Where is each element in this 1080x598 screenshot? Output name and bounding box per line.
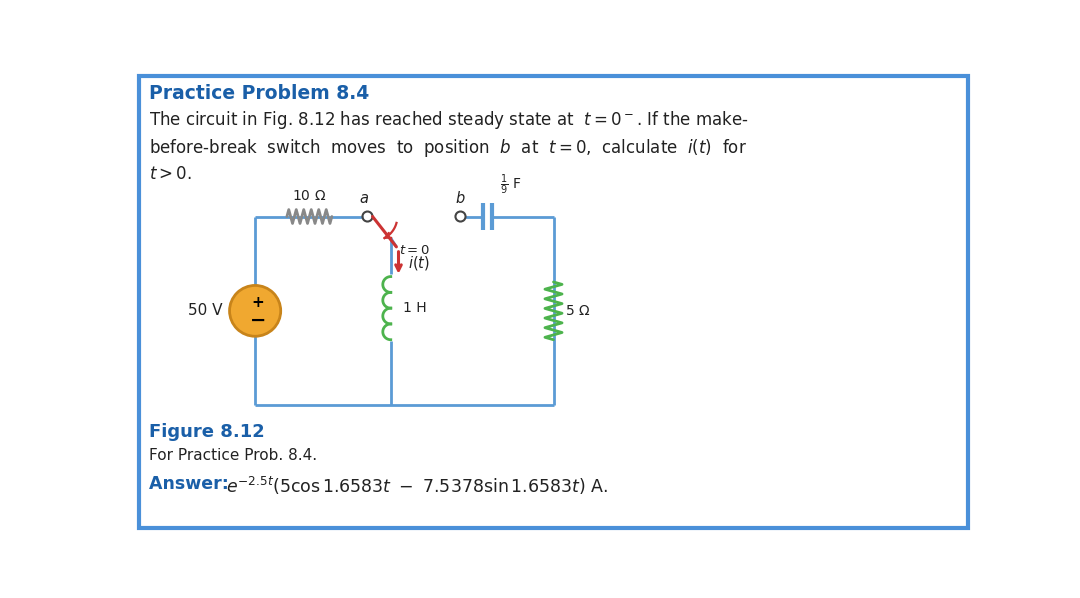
- Text: $e^{-2.5t}(5\cos 1.6583t\ -\ 7.5378\sin 1.6583t)$ A.: $e^{-2.5t}(5\cos 1.6583t\ -\ 7.5378\sin …: [227, 475, 609, 498]
- Text: +: +: [252, 295, 265, 310]
- Text: −: −: [251, 312, 267, 330]
- Text: b: b: [456, 191, 465, 206]
- Text: 1 H: 1 H: [403, 301, 427, 315]
- Text: a: a: [360, 191, 369, 206]
- Text: 10 $\Omega$: 10 $\Omega$: [293, 190, 326, 203]
- FancyBboxPatch shape: [139, 75, 968, 529]
- Text: $t=0$: $t=0$: [400, 244, 431, 257]
- Text: Answer:: Answer:: [149, 475, 234, 493]
- Text: Figure 8.12: Figure 8.12: [149, 423, 265, 441]
- Text: $\frac{1}{9}$ F: $\frac{1}{9}$ F: [500, 173, 522, 197]
- Text: before-break  switch  moves  to  position  $b$  at  $t = 0$,  calculate  $i(t)$ : before-break switch moves to position $b…: [149, 137, 747, 159]
- Text: Practice Problem 8.4: Practice Problem 8.4: [149, 84, 369, 103]
- Text: $i(t)$: $i(t)$: [408, 254, 430, 271]
- Text: For Practice Prob. 8.4.: For Practice Prob. 8.4.: [149, 448, 318, 463]
- Text: The circuit in Fig. 8.12 has reached steady state at  $t = 0^-$. If the make-: The circuit in Fig. 8.12 has reached ste…: [149, 109, 748, 131]
- Text: 5 $\Omega$: 5 $\Omega$: [565, 304, 591, 318]
- Circle shape: [230, 285, 281, 336]
- Text: $t > 0$.: $t > 0$.: [149, 165, 192, 183]
- Text: 50 V: 50 V: [188, 303, 222, 318]
